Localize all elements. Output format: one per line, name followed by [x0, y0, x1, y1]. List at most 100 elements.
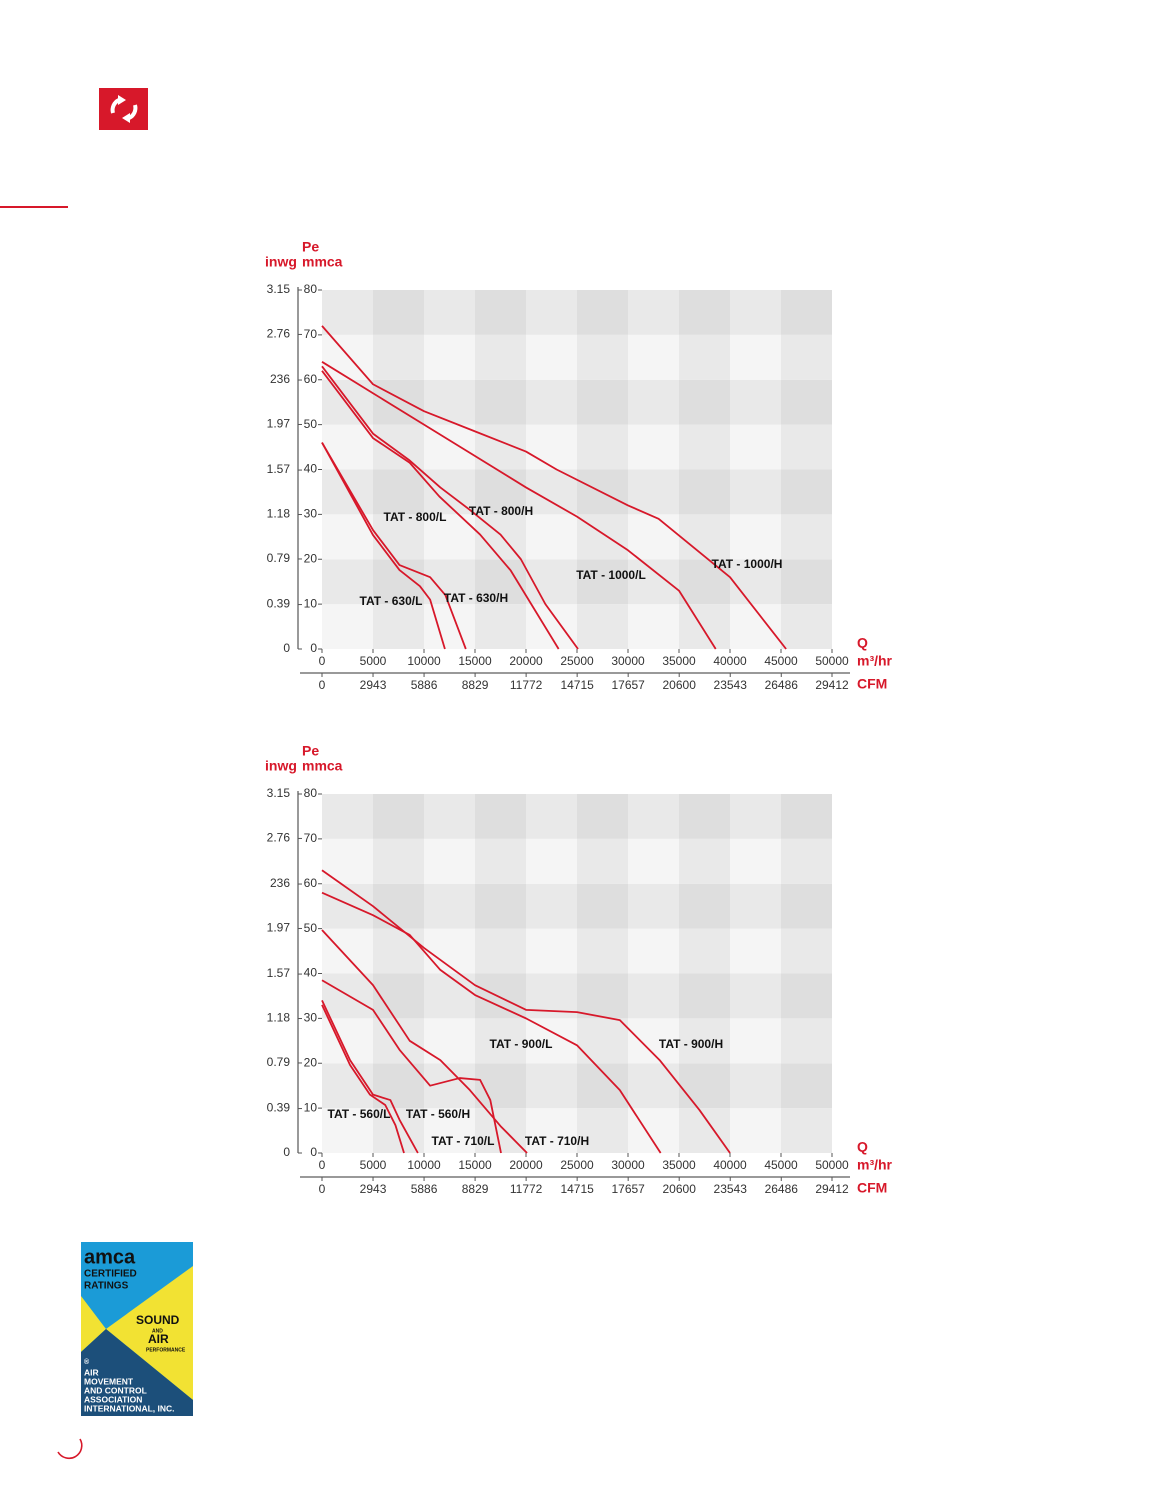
grid-cell [526, 838, 577, 884]
grid-cell [679, 559, 730, 605]
accent-rule [0, 206, 68, 208]
grid-cell [424, 883, 475, 929]
y-tick-label: 20 [304, 551, 318, 565]
grid-cell [577, 424, 628, 470]
grid-cell [322, 928, 373, 974]
grid-cell [781, 290, 832, 335]
curve-label: TAT - 710/L [432, 1134, 495, 1148]
grid-cell [679, 514, 730, 560]
grid-cell [781, 1063, 832, 1109]
badge-text: PERFORMANCE [146, 1347, 186, 1353]
x-tick-label: 20000 [509, 654, 543, 668]
grid-cell [424, 604, 475, 649]
x2-label: CFM [857, 1180, 887, 1196]
logo-box [99, 88, 148, 130]
x-tick-label: 5000 [360, 1158, 387, 1172]
grid-cell [781, 928, 832, 974]
grid-cell [679, 379, 730, 425]
badge-text: RATINGS [84, 1281, 129, 1292]
x2-tick-label: 5886 [411, 1182, 438, 1196]
x-tick-label: 10000 [407, 654, 441, 668]
grid-cell [526, 424, 577, 470]
grid-cell [577, 379, 628, 425]
badge-text: CERTIFIED [84, 1269, 137, 1280]
grid-cell [373, 928, 424, 974]
curve [321, 1000, 419, 1154]
curve-label: TAT - 630/H [444, 591, 508, 605]
x-tick-label: 10000 [407, 1158, 441, 1172]
grid-cell [628, 1063, 679, 1109]
curve [321, 325, 787, 650]
curve-label: TAT - 1000/H [712, 557, 783, 571]
grid-cell [475, 379, 526, 425]
x-tick-label: 25000 [560, 1158, 594, 1172]
logo [99, 88, 148, 130]
footer-mark [57, 1438, 83, 1460]
grid-cell [730, 514, 781, 560]
badge-text: INTERNATIONAL, INC. [84, 1403, 175, 1413]
grid-cell [577, 290, 628, 335]
x2-tick-label: 0 [319, 678, 326, 692]
y-tick-label: 0 [310, 1145, 317, 1159]
grid-cell [628, 928, 679, 974]
grid-cell [730, 1108, 781, 1153]
x2-tick-label: 14715 [560, 678, 594, 692]
badge-text: MOVEMENT [84, 1376, 134, 1386]
grid-cell [577, 1108, 628, 1153]
grid-cell [526, 290, 577, 335]
y-label: mmca [302, 254, 343, 270]
grid-cell [679, 883, 730, 929]
grid-cell [730, 928, 781, 974]
grid-cell [322, 838, 373, 884]
grid-cell [526, 1108, 577, 1153]
grid-cell [679, 424, 730, 470]
curve [321, 442, 446, 650]
grid-cell [424, 559, 475, 605]
badge-text: ASSOCIATION [84, 1394, 142, 1404]
grid-cell [781, 1108, 832, 1153]
grid-cell [577, 838, 628, 884]
grid-cell [730, 334, 781, 380]
y-tick-label: 80 [304, 282, 318, 296]
grid-cell [679, 290, 730, 335]
grid-cell [322, 604, 373, 649]
x-tick-label: 0 [319, 654, 326, 668]
grid-cell [730, 794, 781, 839]
grid-cell [373, 379, 424, 425]
y2-tick-label: 3.15 [267, 786, 291, 800]
badge-text: AIR [84, 1367, 99, 1377]
grid-cell [730, 883, 781, 929]
grid-cell [322, 794, 373, 839]
x2-tick-label: 20600 [663, 1182, 697, 1196]
grid-cell [781, 604, 832, 649]
y-tick-label: 10 [304, 596, 318, 610]
grid-cell [781, 559, 832, 605]
grid-cell [373, 1063, 424, 1109]
grid-cell [322, 290, 373, 335]
x-tick-label: 25000 [560, 654, 594, 668]
amca-badge: amca CERTIFIED RATINGS SOUND AND AIR PER… [81, 1242, 193, 1416]
y2-tick-label: 236 [270, 372, 290, 386]
curve [321, 365, 579, 650]
curve-label: TAT - 800/H [469, 504, 533, 518]
badge-navy [81, 1329, 193, 1416]
grid-cell [730, 838, 781, 884]
grid-cell [577, 928, 628, 974]
grid-cell [730, 290, 781, 335]
x2-tick-label: 26486 [765, 678, 799, 692]
grid-cell [730, 1063, 781, 1109]
grid-cell [679, 1063, 730, 1109]
grid-cell [373, 424, 424, 470]
grid-cell [373, 883, 424, 929]
grid-cell [526, 1063, 577, 1109]
grid-cell [628, 794, 679, 839]
y2-tick-label: 0 [283, 1145, 290, 1159]
chart: 0 10 20 30 40 50 60 70 80 0 0.39 0.79 1.18 1.57 1.97 23… [265, 743, 893, 1196]
grid-cell [628, 514, 679, 560]
x-tick-label: 50000 [815, 654, 849, 668]
y-tick-label: 40 [304, 966, 318, 980]
x-tick-label: 45000 [764, 654, 798, 668]
y2-tick-label: 1.18 [267, 1011, 291, 1025]
grid-cell [526, 604, 577, 649]
curve [321, 929, 528, 1154]
